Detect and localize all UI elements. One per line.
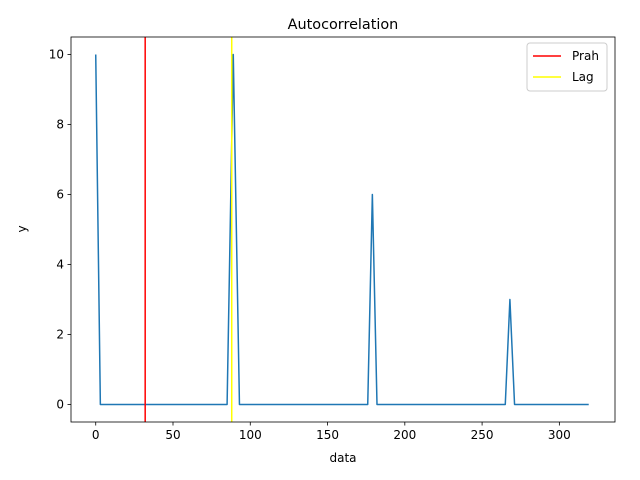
x-tick-label: 150 (316, 428, 339, 442)
x-tick-label: 0 (92, 428, 100, 442)
legend-box (526, 42, 608, 92)
legend-label-lag: Lag (572, 70, 594, 84)
chart-title: Autocorrelation (288, 17, 399, 33)
y-tick-label: 6 (56, 188, 64, 202)
plot-area (70, 36, 616, 423)
y-tick-label: 8 (56, 118, 64, 132)
x-tick-label: 250 (471, 428, 494, 442)
x-axis-ticks: 0 50 100 150 200 250 300 (92, 422, 571, 442)
y-tick-label: 2 (56, 328, 64, 342)
legend-label-prah: Prah (572, 49, 599, 63)
x-axis-label: data (329, 451, 356, 465)
legend: Prah Lag (526, 42, 608, 92)
x-tick-label: 100 (239, 428, 262, 442)
axes-frame (70, 36, 616, 423)
x-tick-label: 50 (165, 428, 180, 442)
x-tick-label: 300 (548, 428, 571, 442)
y-axis-label: y (15, 225, 29, 232)
x-tick-label: 200 (393, 428, 416, 442)
y-tick-label: 0 (56, 398, 64, 412)
y-tick-label: 10 (49, 48, 64, 62)
series-line-0 (94, 53, 589, 406)
y-axis-ticks: 0 2 4 6 8 10 (49, 48, 71, 412)
y-tick-label: 4 (56, 258, 64, 272)
